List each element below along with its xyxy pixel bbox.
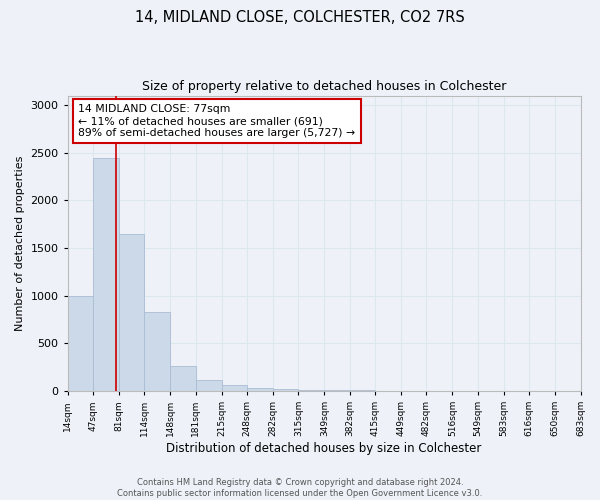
Title: Size of property relative to detached houses in Colchester: Size of property relative to detached ho… bbox=[142, 80, 506, 93]
Bar bbox=[247, 388, 273, 391]
Bar bbox=[273, 389, 298, 391]
Bar bbox=[119, 234, 145, 391]
Text: Contains HM Land Registry data © Crown copyright and database right 2024.
Contai: Contains HM Land Registry data © Crown c… bbox=[118, 478, 482, 498]
Bar bbox=[325, 390, 350, 391]
Text: 14, MIDLAND CLOSE, COLCHESTER, CO2 7RS: 14, MIDLAND CLOSE, COLCHESTER, CO2 7RS bbox=[135, 10, 465, 25]
X-axis label: Distribution of detached houses by size in Colchester: Distribution of detached houses by size … bbox=[166, 442, 482, 455]
Bar bbox=[68, 296, 93, 391]
Bar bbox=[222, 386, 247, 391]
Bar bbox=[93, 158, 119, 391]
Text: 14 MIDLAND CLOSE: 77sqm
← 11% of detached houses are smaller (691)
89% of semi-d: 14 MIDLAND CLOSE: 77sqm ← 11% of detache… bbox=[78, 104, 355, 138]
Y-axis label: Number of detached properties: Number of detached properties bbox=[15, 156, 25, 331]
Bar bbox=[350, 390, 375, 391]
Bar bbox=[196, 380, 222, 391]
Bar bbox=[170, 366, 196, 391]
Bar bbox=[298, 390, 325, 391]
Bar bbox=[145, 312, 170, 391]
